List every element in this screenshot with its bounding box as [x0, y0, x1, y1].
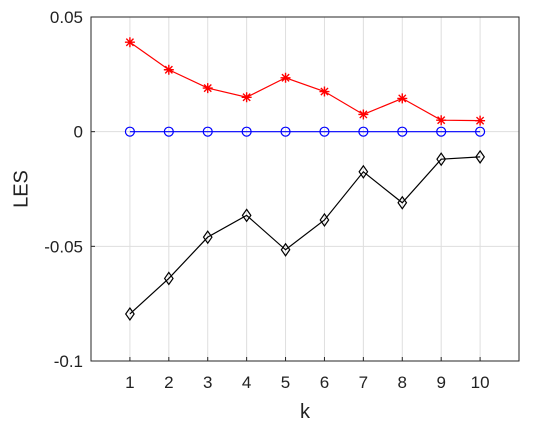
data-point-asterisk [202, 83, 213, 94]
data-point-diamond [124, 306, 135, 322]
data-point-asterisk [397, 93, 408, 104]
data-point-asterisk [163, 64, 174, 75]
data-point-circle [397, 126, 408, 137]
x-tick-label: 6 [320, 373, 329, 392]
data-point-asterisk [319, 86, 330, 97]
y-tick-label: 0 [74, 123, 83, 142]
data-point-diamond [319, 212, 330, 228]
x-tick-label: 5 [281, 373, 290, 392]
data-point-diamond [397, 195, 408, 210]
data-point-circle [124, 126, 136, 137]
data-point-circle [436, 126, 447, 137]
x-tick-label: 10 [471, 373, 490, 392]
data-point-diamond [436, 152, 447, 167]
data-point-asterisk [124, 37, 135, 48]
x-tick-label: 7 [359, 373, 368, 392]
data-point-circle [163, 126, 174, 137]
data-point-asterisk [475, 115, 486, 126]
x-tick-label: 9 [436, 373, 445, 392]
y-tick-label: -0.1 [54, 352, 83, 371]
x-axis-label: k [300, 401, 311, 423]
series-line [129, 156, 481, 315]
data-point-diamond [163, 271, 174, 286]
data-point-circle [241, 126, 252, 137]
data-point-circle [280, 126, 291, 137]
data-point-diamond [241, 208, 252, 223]
y-tick-label: 0.05 [50, 8, 83, 27]
plot-frame [90, 16, 520, 362]
x-tick-label: 1 [125, 373, 134, 392]
y-tick-label: -0.05 [44, 237, 83, 256]
data-point-circle [319, 126, 330, 137]
x-tick-label: 8 [398, 373, 407, 392]
data-point-circle [358, 126, 369, 137]
axis-ticks [91, 16, 481, 362]
x-tick-label: 4 [242, 373, 251, 392]
data-point-diamond [475, 149, 486, 164]
series-line [129, 41, 481, 122]
x-tick-label: 3 [203, 373, 212, 392]
data-point-asterisk [241, 92, 252, 103]
data-point-asterisk [358, 109, 369, 120]
tick-labels: 1 2 3 4 5 6 7 8 9 10 -0.1 -0.05 0 0.05 [44, 8, 489, 392]
data-point-diamond [358, 164, 369, 179]
data-point-diamond [202, 230, 213, 245]
data-point-circle [474, 126, 486, 137]
y-axis-label: LES [10, 170, 32, 208]
series-1 [124, 37, 486, 126]
data-point-asterisk [280, 72, 291, 83]
x-tick-label: 2 [164, 373, 173, 392]
series-3 [124, 149, 486, 322]
series-group [124, 37, 486, 322]
data-point-circle [202, 126, 213, 137]
data-point-asterisk [436, 115, 447, 126]
data-point-diamond [280, 242, 291, 257]
series-2 [124, 126, 486, 137]
grid-lines [91, 16, 519, 362]
